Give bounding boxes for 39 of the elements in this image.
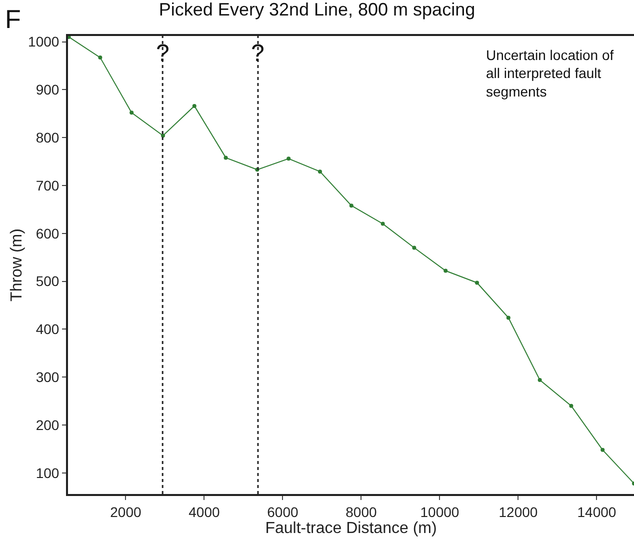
point [506,316,510,320]
ref-line-label: ? [156,40,170,67]
point [538,378,542,382]
x-axis-title: Fault-trace Distance (m) [265,520,437,537]
x-tick-label: 4000 [188,504,220,520]
point [475,280,479,285]
y-tick-label: 500 [36,273,60,290]
y-tick-label: 200 [36,416,60,433]
point [318,170,322,174]
point [380,222,385,226]
annotation: Uncertain location of all interpreted fault segments [486,47,614,100]
point [98,56,102,60]
y-tick-label: 800 [36,129,60,146]
x-tick-label: 8000 [346,504,377,520]
y-axis-title: Throw (m) [8,228,26,302]
text: F [5,4,21,34]
x-tick-label: 12000 [498,504,538,520]
chart-title: Picked Every 32nd Line, 800 m spacing [158,0,476,20]
point [412,246,416,250]
point [600,448,605,452]
point [192,104,196,108]
y-tick-label: 1000 [28,34,60,50]
point [224,156,228,160]
y-tick-label: 700 [36,177,60,194]
point [286,156,291,161]
x-tick-label: 10000 [420,504,460,520]
point [444,268,448,273]
x-tick-label: 6000 [267,504,298,520]
ref-line-label: ? [251,40,264,67]
point [349,204,354,208]
x-tick-label: 14000 [577,504,616,520]
y-tick-label: 300 [36,369,60,385]
y-tick-label: 100 [36,464,60,481]
point [130,110,134,115]
point [569,404,574,408]
y-tick-label: 400 [36,321,60,338]
x-tick-label: 2000 [110,504,142,520]
y-tick-label: 600 [36,225,60,242]
y-tick-label: 900 [36,82,60,98]
